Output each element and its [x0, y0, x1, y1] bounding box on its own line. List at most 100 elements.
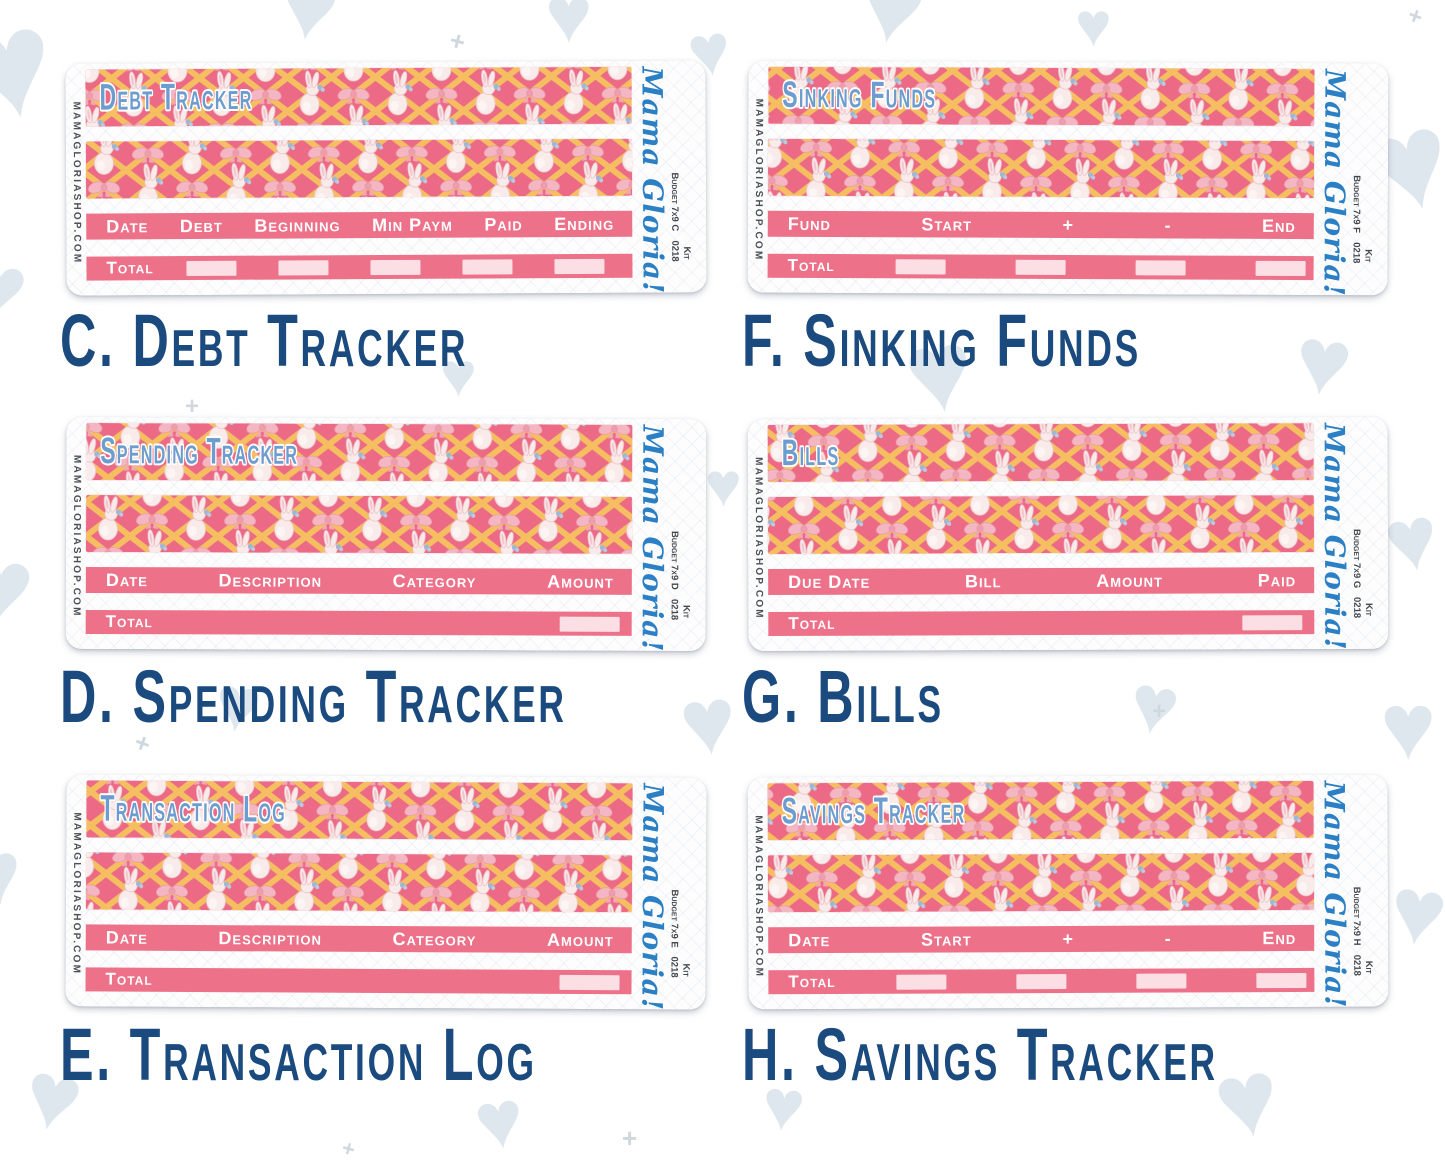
sticker-sinking-funds: MAMAGLORIASHOP.COM Sinking Funds Fund St…	[747, 60, 1389, 297]
caption-savings-tracker: H. Savings Tracker	[742, 1013, 1218, 1096]
entry-box	[895, 258, 946, 274]
shop-url-text: MAMAGLORIASHOP.COM	[752, 457, 765, 620]
brand-logo-script: Mama Gloria!	[635, 66, 670, 295]
total-entry-boxes	[896, 972, 1307, 990]
washi-strip-title: Debt Tracker	[85, 66, 632, 127]
entry-box	[559, 974, 620, 990]
sku-code: Budget 7x9 D	[668, 530, 680, 590]
washi-strip	[767, 138, 1315, 199]
sticker-title: Savings Tracker	[781, 789, 966, 831]
total-entry-boxes	[895, 258, 1306, 276]
entry-box	[278, 259, 329, 276]
sticker-debt-tracker: MAMAGLORIASHOP.COM Debt Tracker Date Deb…	[65, 60, 707, 296]
kit-label: Kit	[680, 963, 692, 977]
sparkle-icon: +	[1403, 1, 1427, 32]
entry-box	[1016, 973, 1067, 989]
total-label: Total	[106, 258, 154, 278]
heart-icon: ♥	[0, 820, 29, 927]
sku-vertical-text: Budget 7x9 E 0218 Kit	[668, 889, 692, 977]
heart-icon: ♥	[705, 451, 742, 520]
sticker-title: Sinking Funds	[782, 73, 937, 116]
entry-box	[1135, 259, 1186, 276]
total-label: Total	[105, 969, 153, 989]
caption-bills: G. Bills	[742, 655, 944, 738]
washi-strip-title: Bills	[767, 423, 1314, 483]
total-row: Total	[768, 610, 1315, 637]
shop-url-text: MAMAGLORIASHOP.COM	[70, 101, 83, 265]
column-label: End	[1262, 927, 1297, 948]
washi-strip	[85, 494, 633, 554]
total-label: Total	[105, 612, 153, 632]
sku-vertical-text: Budget 7x9 G 0218 Kit	[1350, 529, 1374, 618]
heart-icon: ♥	[1075, 0, 1112, 60]
heart-icon: ♥	[545, 0, 593, 59]
sku-code: Budget 7x9 E	[668, 889, 680, 948]
sticker-savings-tracker: MAMAGLORIASHOP.COM Savings Tracker Date …	[747, 774, 1389, 1010]
total-row: Total	[85, 609, 632, 636]
sku-vertical-text: Budget 7x9 F 0218 Kit	[1350, 175, 1374, 263]
column-label: -	[1164, 928, 1172, 949]
brand-logo-script: Mama Gloria!	[1317, 780, 1352, 1009]
column-headers: Date Description Category Amount	[85, 924, 632, 954]
entry-box	[462, 258, 513, 275]
washi-strip	[767, 852, 1315, 913]
heart-icon: ♥	[272, 0, 347, 65]
washi-strip	[85, 138, 633, 199]
sku-code: Budget 7x9 F	[1350, 175, 1362, 233]
shop-url-text: MAMAGLORIASHOP.COM	[752, 815, 765, 979]
sticker-title: Debt Tracker	[99, 75, 253, 118]
column-label: Date	[788, 929, 831, 950]
sticker-transaction-log: MAMAGLORIASHOP.COM Transaction Log Date …	[65, 774, 707, 1011]
washi-strip-title: Savings Tracker	[767, 780, 1314, 841]
column-label: Paid	[484, 213, 523, 234]
brand-logo-script: Mama Gloria!	[635, 424, 670, 653]
kit-label: Kit	[680, 605, 692, 619]
washi-strip-title: Spending Tracker	[86, 422, 633, 482]
brand-logo-script: Mama Gloria!	[1317, 423, 1352, 651]
sparkle-icon: +	[339, 1134, 359, 1163]
total-entry-boxes	[559, 616, 620, 632]
column-label: Amount	[1096, 570, 1163, 591]
total-label: Total	[788, 613, 836, 633]
caption-debt-tracker: C. Debt Tracker	[60, 299, 469, 382]
sticker-spending-tracker: MAMAGLORIASHOP.COM Spending Tracker Date…	[65, 416, 707, 653]
column-label: Start	[921, 213, 973, 235]
total-entry-boxes	[186, 258, 605, 276]
column-label: End	[1261, 215, 1296, 236]
column-label: +	[1062, 928, 1074, 949]
total-row: Total	[86, 253, 633, 281]
total-row: Total	[767, 253, 1314, 281]
column-label: Category	[392, 570, 477, 591]
sticker-title: Bills	[781, 431, 840, 473]
total-label: Total	[787, 255, 835, 275]
sku-vertical-text: Budget 7x9 D 0218 Kit	[668, 531, 692, 620]
heart-icon: ♥	[0, 229, 37, 345]
column-label: Date	[106, 215, 149, 236]
entry-box	[1015, 259, 1066, 275]
column-label: Amount	[547, 929, 614, 950]
washi-strip-title: Transaction Log	[86, 780, 633, 841]
shop-url-text: MAMAGLORIASHOP.COM	[70, 812, 83, 976]
sticker-title: Transaction Log	[100, 787, 287, 830]
column-label: Due Date	[788, 571, 871, 592]
brand-logo-script: Mama Gloria!	[1317, 69, 1352, 297]
sparkle-icon: +	[446, 24, 469, 58]
heart-icon: ♥	[1380, 674, 1437, 780]
entry-box	[370, 259, 421, 275]
sparkle-icon: +	[622, 1123, 638, 1153]
washi-strip-title: Sinking Funds	[768, 66, 1315, 127]
total-label: Total	[788, 972, 836, 992]
column-label: Fund	[787, 213, 832, 234]
kit-label: Kit	[1362, 602, 1375, 617]
column-label: Ending	[554, 213, 615, 234]
washi-strip	[85, 852, 633, 913]
entry-box	[554, 258, 605, 274]
column-label: +	[1062, 214, 1075, 235]
kit-number: 0218	[668, 598, 680, 620]
column-headers: Fund Start + - End	[767, 210, 1314, 240]
column-label: Beginning	[254, 214, 341, 236]
entry-box	[186, 260, 237, 276]
column-label: Bill	[964, 570, 1002, 591]
kit-label: Kit	[1362, 249, 1374, 263]
